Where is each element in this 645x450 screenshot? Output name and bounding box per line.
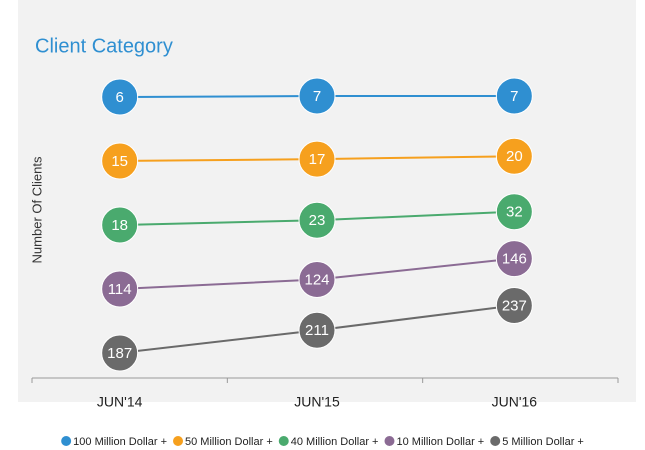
data-label: 17	[309, 151, 326, 168]
point-marker	[101, 270, 139, 308]
data-label: 124	[304, 271, 329, 288]
legend-label: 40 Million Dollar +	[291, 436, 379, 448]
legend-label: 50 Million Dollar +	[185, 436, 273, 448]
data-label: 7	[313, 88, 321, 105]
data-label: 6	[115, 89, 123, 106]
legend-label: 5 Million Dollar +	[502, 436, 584, 448]
point-marker	[495, 77, 533, 115]
data-label: 237	[502, 297, 527, 314]
point-marker	[495, 193, 533, 231]
point-marker	[495, 240, 533, 278]
point-marker	[495, 137, 533, 175]
point-marker	[298, 261, 336, 298]
legend-swatch	[173, 436, 184, 446]
data-label: 187	[107, 345, 132, 362]
point-marker	[298, 77, 336, 115]
legend-swatch	[490, 436, 501, 446]
point-marker	[101, 142, 139, 180]
x-tick-label: JUN'14	[97, 394, 143, 410]
data-label: 32	[506, 204, 523, 221]
x-tick-label: JUN'16	[492, 394, 538, 410]
data-label: 146	[502, 251, 527, 268]
point-marker	[101, 206, 139, 244]
data-label: 15	[111, 153, 128, 170]
point-marker	[495, 287, 533, 324]
legend-swatch	[61, 436, 72, 446]
point-marker	[101, 78, 139, 116]
data-label: 7	[510, 88, 518, 105]
legend-swatch	[278, 436, 289, 446]
data-label: 211	[305, 322, 329, 339]
data-label: 20	[506, 148, 523, 165]
legend-label: 10 Million Dollar +	[396, 436, 484, 448]
legend-label: 100 Million Dollar +	[73, 436, 167, 448]
legend-swatch	[384, 436, 395, 446]
data-label: 18	[111, 217, 128, 234]
x-tick-label: JUN'15	[294, 394, 340, 410]
y-axis-label: Number Of Clients	[29, 156, 44, 263]
point-marker	[298, 311, 336, 349]
data-label: 23	[309, 212, 326, 229]
point-marker	[298, 201, 336, 239]
point-marker	[298, 140, 336, 178]
chart-title: Client Category	[35, 35, 173, 57]
point-marker	[101, 334, 139, 372]
data-label: 114	[108, 281, 132, 298]
